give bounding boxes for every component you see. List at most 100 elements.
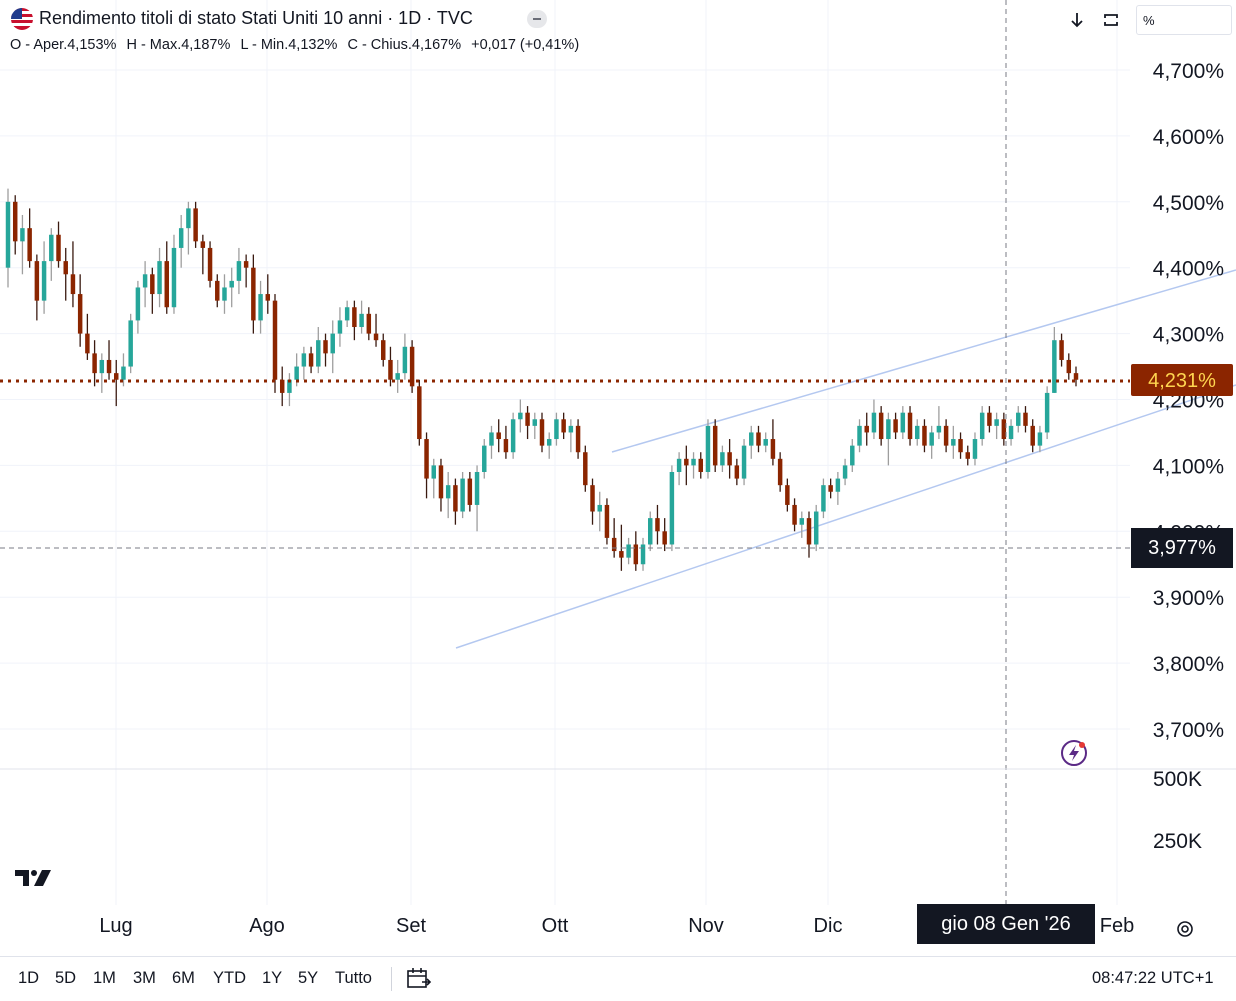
- candle[interactable]: [12, 195, 18, 255]
- candle[interactable]: [951, 425, 956, 459]
- candle[interactable]: [561, 412, 566, 440]
- candle[interactable]: [1030, 419, 1035, 453]
- candle[interactable]: [460, 471, 465, 519]
- candle[interactable]: [749, 425, 754, 459]
- candle[interactable]: [842, 458, 848, 486]
- candle[interactable]: [857, 419, 862, 453]
- candle[interactable]: [496, 419, 501, 453]
- candle[interactable]: [5, 188, 11, 288]
- candle[interactable]: [929, 425, 934, 459]
- range-button-6m[interactable]: 6M: [172, 969, 195, 987]
- calendar-icon[interactable]: [404, 965, 432, 993]
- range-button-tutto[interactable]: Tutto: [335, 969, 372, 987]
- range-button-1y[interactable]: 1Y: [262, 969, 283, 987]
- candle[interactable]: [979, 406, 985, 446]
- candle[interactable]: [121, 353, 126, 387]
- candle[interactable]: [878, 406, 884, 446]
- candle[interactable]: [648, 511, 653, 552]
- candle[interactable]: [712, 419, 718, 472]
- candle[interactable]: [525, 406, 530, 440]
- candle[interactable]: [395, 359, 400, 393]
- candle[interactable]: [691, 452, 696, 479]
- candle[interactable]: [792, 498, 797, 532]
- candle[interactable]: [366, 307, 372, 341]
- candle[interactable]: [813, 504, 819, 552]
- candle[interactable]: [965, 445, 970, 466]
- trendline-upper[interactable]: [611, 269, 1236, 453]
- candle[interactable]: [178, 214, 184, 268]
- candle[interactable]: [171, 234, 177, 314]
- candle[interactable]: [272, 294, 278, 393]
- candle[interactable]: [402, 333, 408, 380]
- candle[interactable]: [27, 208, 32, 268]
- market-status-icon[interactable]: [527, 10, 547, 28]
- candle[interactable]: [482, 439, 487, 479]
- candle[interactable]: [431, 458, 436, 499]
- candle[interactable]: [445, 471, 451, 519]
- candle[interactable]: [871, 399, 877, 440]
- range-button-5d[interactable]: 5D: [55, 969, 77, 987]
- candle[interactable]: [330, 320, 335, 374]
- candle[interactable]: [893, 412, 898, 440]
- candle[interactable]: [684, 445, 689, 486]
- range-button-3m[interactable]: 3M: [133, 969, 156, 987]
- candle[interactable]: [546, 432, 552, 459]
- candle[interactable]: [640, 537, 646, 571]
- candle[interactable]: [1001, 412, 1007, 446]
- candle[interactable]: [265, 274, 271, 314]
- candle[interactable]: [943, 419, 949, 453]
- candle[interactable]: [150, 267, 155, 314]
- candle[interactable]: [41, 241, 47, 314]
- candle[interactable]: [662, 518, 667, 552]
- candle[interactable]: [344, 300, 350, 328]
- candle[interactable]: [532, 412, 538, 440]
- candle[interactable]: [777, 452, 783, 492]
- candle[interactable]: [705, 419, 711, 479]
- candle[interactable]: [222, 274, 227, 314]
- candle[interactable]: [575, 419, 581, 459]
- candle[interactable]: [503, 425, 509, 459]
- candle[interactable]: [1052, 327, 1057, 393]
- candle[interactable]: [994, 412, 999, 440]
- candle[interactable]: [510, 412, 516, 459]
- range-button-ytd[interactable]: YTD: [213, 969, 246, 987]
- candle[interactable]: [409, 340, 415, 393]
- candle[interactable]: [915, 419, 920, 446]
- candle[interactable]: [611, 518, 617, 558]
- candle[interactable]: [20, 214, 25, 275]
- candle[interactable]: [698, 452, 703, 479]
- candle[interactable]: [900, 406, 906, 440]
- candle[interactable]: [720, 445, 725, 472]
- candle[interactable]: [799, 511, 805, 538]
- candle[interactable]: [200, 234, 206, 275]
- candle[interactable]: [835, 471, 841, 505]
- candle[interactable]: [1008, 419, 1014, 446]
- candle[interactable]: [1073, 366, 1079, 387]
- candle[interactable]: [806, 511, 812, 558]
- candle[interactable]: [785, 478, 790, 512]
- candle[interactable]: [381, 333, 386, 367]
- range-button-5y[interactable]: 5Y: [298, 969, 319, 987]
- candle[interactable]: [424, 432, 429, 499]
- candle[interactable]: [106, 340, 112, 380]
- candle[interactable]: [1037, 425, 1043, 453]
- candle[interactable]: [128, 313, 133, 374]
- candle[interactable]: [936, 406, 942, 440]
- candle[interactable]: [770, 419, 776, 466]
- candle[interactable]: [676, 452, 682, 486]
- candle[interactable]: [987, 406, 992, 433]
- candle[interactable]: [453, 478, 458, 525]
- sync-icon[interactable]: [1096, 6, 1126, 34]
- candle[interactable]: [207, 241, 213, 288]
- candle[interactable]: [157, 247, 162, 308]
- candle[interactable]: [554, 412, 559, 446]
- candle[interactable]: [467, 471, 473, 512]
- arrow-down-icon[interactable]: [1062, 6, 1092, 34]
- candle[interactable]: [77, 274, 83, 347]
- candle[interactable]: [669, 465, 675, 552]
- candle[interactable]: [49, 228, 54, 281]
- candle[interactable]: [359, 300, 364, 334]
- candle[interactable]: [236, 247, 242, 295]
- candle[interactable]: [308, 346, 314, 374]
- candle[interactable]: [70, 241, 76, 308]
